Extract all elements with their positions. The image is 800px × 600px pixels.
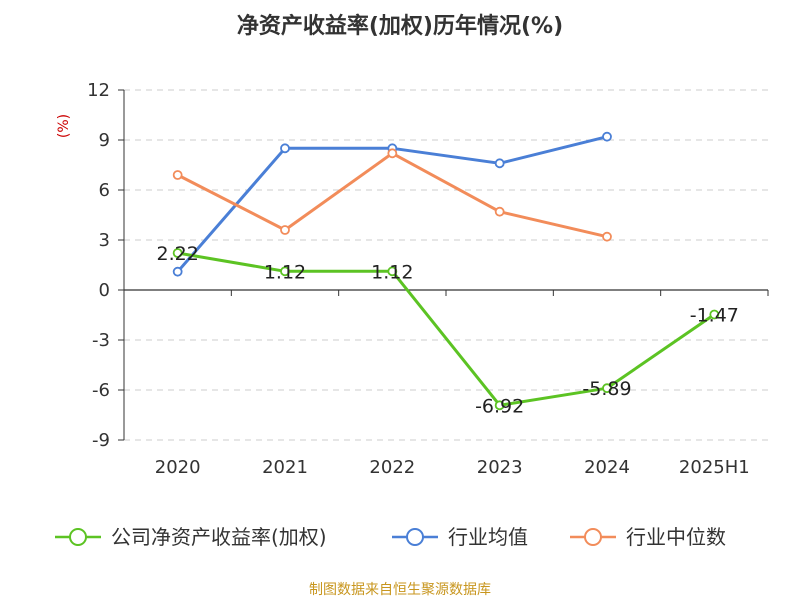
legend-swatch-marker bbox=[584, 528, 602, 546]
y-tick-label: -6 bbox=[92, 380, 110, 401]
data-point bbox=[172, 248, 183, 258]
x-tick-label: 2024 bbox=[584, 457, 630, 478]
legend-swatch-marker bbox=[406, 528, 424, 546]
x-tick-label: 2020 bbox=[155, 457, 201, 478]
y-tick-label: 12 bbox=[87, 80, 110, 101]
data-point bbox=[494, 206, 505, 217]
data-point bbox=[280, 225, 290, 235]
legend-swatch-marker bbox=[69, 528, 87, 546]
axes: 12 9 6 3 0 -3 -6 -9 2020 2021 2022 2023 2024 2025H1 bbox=[87, 80, 769, 478]
x-tick-label: 2022 bbox=[369, 457, 415, 478]
data-point bbox=[172, 266, 183, 277]
data-label: -6.92 bbox=[475, 395, 524, 417]
data-labels: 2.22 1.12 1.12 -6.92 -5.89 -1.47 bbox=[157, 243, 739, 417]
legend-label: 行业均值 bbox=[448, 525, 528, 549]
source-note: 制图数据来自恒生聚源数据库 bbox=[309, 582, 491, 598]
data-point bbox=[709, 309, 720, 320]
chart-title: 净资产收益率(加权)历年情况(%) bbox=[237, 13, 563, 39]
data-point bbox=[387, 148, 398, 159]
data-point bbox=[280, 143, 290, 154]
data-point bbox=[494, 400, 505, 411]
y-tick-label: -3 bbox=[92, 330, 110, 351]
y-tick-label: 9 bbox=[99, 130, 110, 151]
series-line bbox=[177, 251, 716, 407]
y-tick-label: 0 bbox=[99, 280, 110, 301]
data-point bbox=[602, 131, 612, 142]
data-label: -5.89 bbox=[582, 378, 631, 400]
data-point bbox=[602, 231, 612, 242]
data-point bbox=[494, 158, 505, 169]
series-lines bbox=[172, 131, 720, 411]
data-label: 1.12 bbox=[371, 261, 413, 283]
y-axis-unit-label: (%) bbox=[56, 114, 72, 138]
y-tick-label: 6 bbox=[99, 180, 110, 201]
data-point bbox=[280, 266, 290, 277]
legend: 公司净资产收益率(加权) 行业均值 行业中位数 bbox=[55, 525, 726, 549]
data-point bbox=[387, 266, 398, 277]
x-tick-label: 2025H1 bbox=[679, 457, 750, 478]
grid-lines bbox=[124, 89, 768, 441]
data-label: -1.47 bbox=[690, 305, 739, 327]
data-point bbox=[172, 170, 183, 180]
x-tick-label: 2023 bbox=[477, 457, 523, 478]
legend-label: 行业中位数 bbox=[626, 525, 726, 549]
data-label: 1.12 bbox=[264, 261, 306, 283]
y-tick-label: -9 bbox=[92, 430, 110, 451]
data-point bbox=[602, 383, 612, 394]
y-tick-label: 3 bbox=[99, 230, 110, 251]
series-line bbox=[177, 151, 608, 239]
x-tick-label: 2021 bbox=[262, 457, 308, 478]
data-label: 2.22 bbox=[157, 243, 199, 265]
legend-label: 公司净资产收益率(加权) bbox=[111, 525, 327, 549]
